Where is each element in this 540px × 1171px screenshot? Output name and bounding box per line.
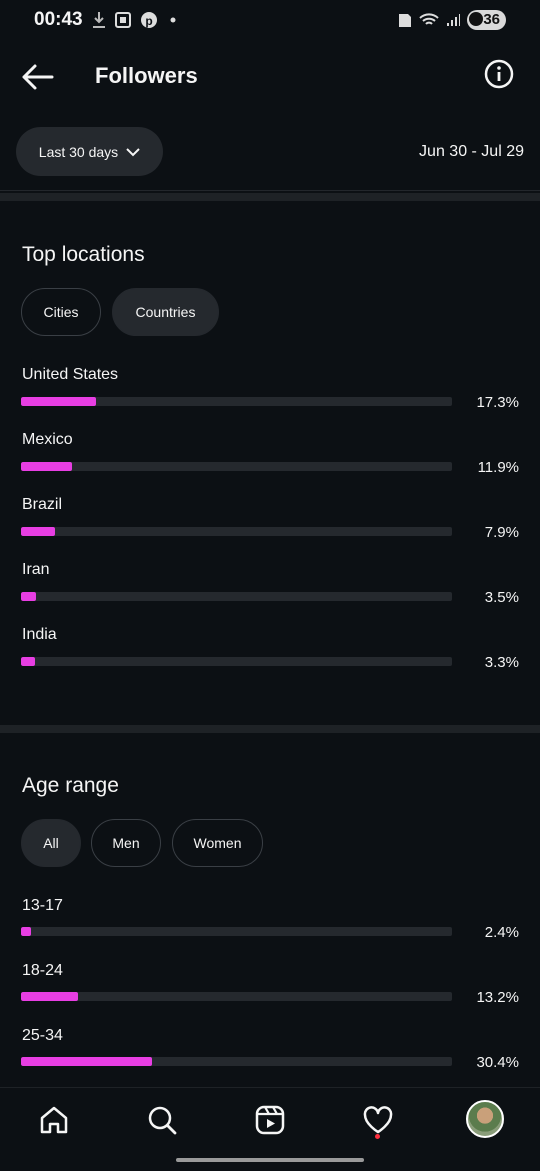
nav-activity[interactable]: [360, 1102, 396, 1138]
location-percent: 3.3%: [484, 654, 519, 671]
age-label: 25-34: [22, 1027, 63, 1044]
date-range-dropdown[interactable]: Last 30 days: [16, 127, 163, 176]
age-label: 18-24: [22, 962, 63, 979]
nav-home[interactable]: [36, 1102, 72, 1138]
location-label: Brazil: [22, 496, 63, 513]
location-percent: 7.9%: [484, 524, 519, 541]
page-header: Followers: [0, 48, 540, 108]
pinterest-icon: p: [141, 12, 157, 28]
location-bar: [21, 397, 452, 406]
nav-reels[interactable]: [252, 1102, 288, 1138]
age-percent: 13.2%: [476, 989, 519, 1006]
chevron-down-icon: [126, 147, 140, 156]
search-icon: [148, 1106, 177, 1135]
notification-dot: [375, 1134, 380, 1139]
location-percent: 17.3%: [476, 394, 519, 411]
location-label: Mexico: [22, 431, 73, 448]
signal-icon: [447, 14, 461, 26]
tab-all[interactable]: All: [21, 819, 81, 867]
age-percent: 2.4%: [484, 924, 519, 941]
location-bar: [21, 657, 452, 666]
location-label: Iran: [22, 561, 50, 578]
home-indicator[interactable]: [176, 1158, 364, 1162]
age-bar-fill: [21, 992, 78, 1001]
tab-cities[interactable]: Cities: [21, 288, 101, 336]
location-bar-fill: [21, 592, 37, 601]
dot-icon: [170, 17, 176, 23]
reels-icon: [255, 1105, 285, 1135]
section-divider: [0, 193, 540, 201]
location-bar-fill: [21, 657, 36, 666]
location-bar-fill: [21, 397, 96, 406]
date-range-text: Jun 30 - Jul 29: [419, 143, 524, 160]
location-bar: [21, 527, 452, 536]
location-bar-fill: [21, 527, 56, 536]
svg-text:p: p: [145, 14, 152, 28]
heart-icon: [363, 1106, 393, 1134]
page-title: Followers: [95, 63, 198, 88]
status-time: 00:43: [34, 9, 83, 30]
age-bar-fill: [21, 1057, 153, 1066]
age-range-title: Age range: [22, 774, 119, 797]
age-bar-fill: [21, 927, 32, 936]
info-icon[interactable]: [484, 59, 514, 89]
location-label: India: [22, 626, 57, 643]
location-percent: 3.5%: [484, 589, 519, 606]
top-locations-title: Top locations: [22, 243, 145, 266]
tab-men[interactable]: Men: [91, 819, 161, 867]
age-bar: [21, 1057, 452, 1066]
back-arrow-icon[interactable]: [20, 62, 54, 92]
screenshot-icon: [115, 12, 131, 28]
bottom-nav: [0, 1087, 540, 1171]
nav-search[interactable]: [144, 1102, 180, 1138]
location-percent: 11.9%: [477, 459, 519, 476]
divider: [0, 190, 540, 191]
tab-women[interactable]: Women: [172, 819, 263, 867]
age-percent: 30.4%: [476, 1054, 519, 1071]
status-bar: 00:43 p 36: [0, 0, 540, 40]
section-divider: [0, 725, 540, 733]
age-bar: [21, 992, 452, 1001]
age-label: 13-17: [22, 897, 63, 914]
wifi-icon: [419, 13, 440, 25]
location-label: United States: [22, 366, 119, 383]
data-saver-icon: [399, 14, 412, 27]
home-icon: [40, 1106, 68, 1134]
location-bar-fill: [21, 462, 73, 471]
location-bar: [21, 462, 452, 471]
date-range-dropdown-label: Last 30 days: [38, 143, 119, 160]
battery-indicator: 36: [467, 10, 506, 30]
age-bar: [21, 927, 452, 936]
location-bar: [21, 592, 452, 601]
profile-avatar[interactable]: [466, 1100, 504, 1138]
download-icon: [93, 12, 105, 28]
tab-countries[interactable]: Countries: [112, 288, 219, 336]
